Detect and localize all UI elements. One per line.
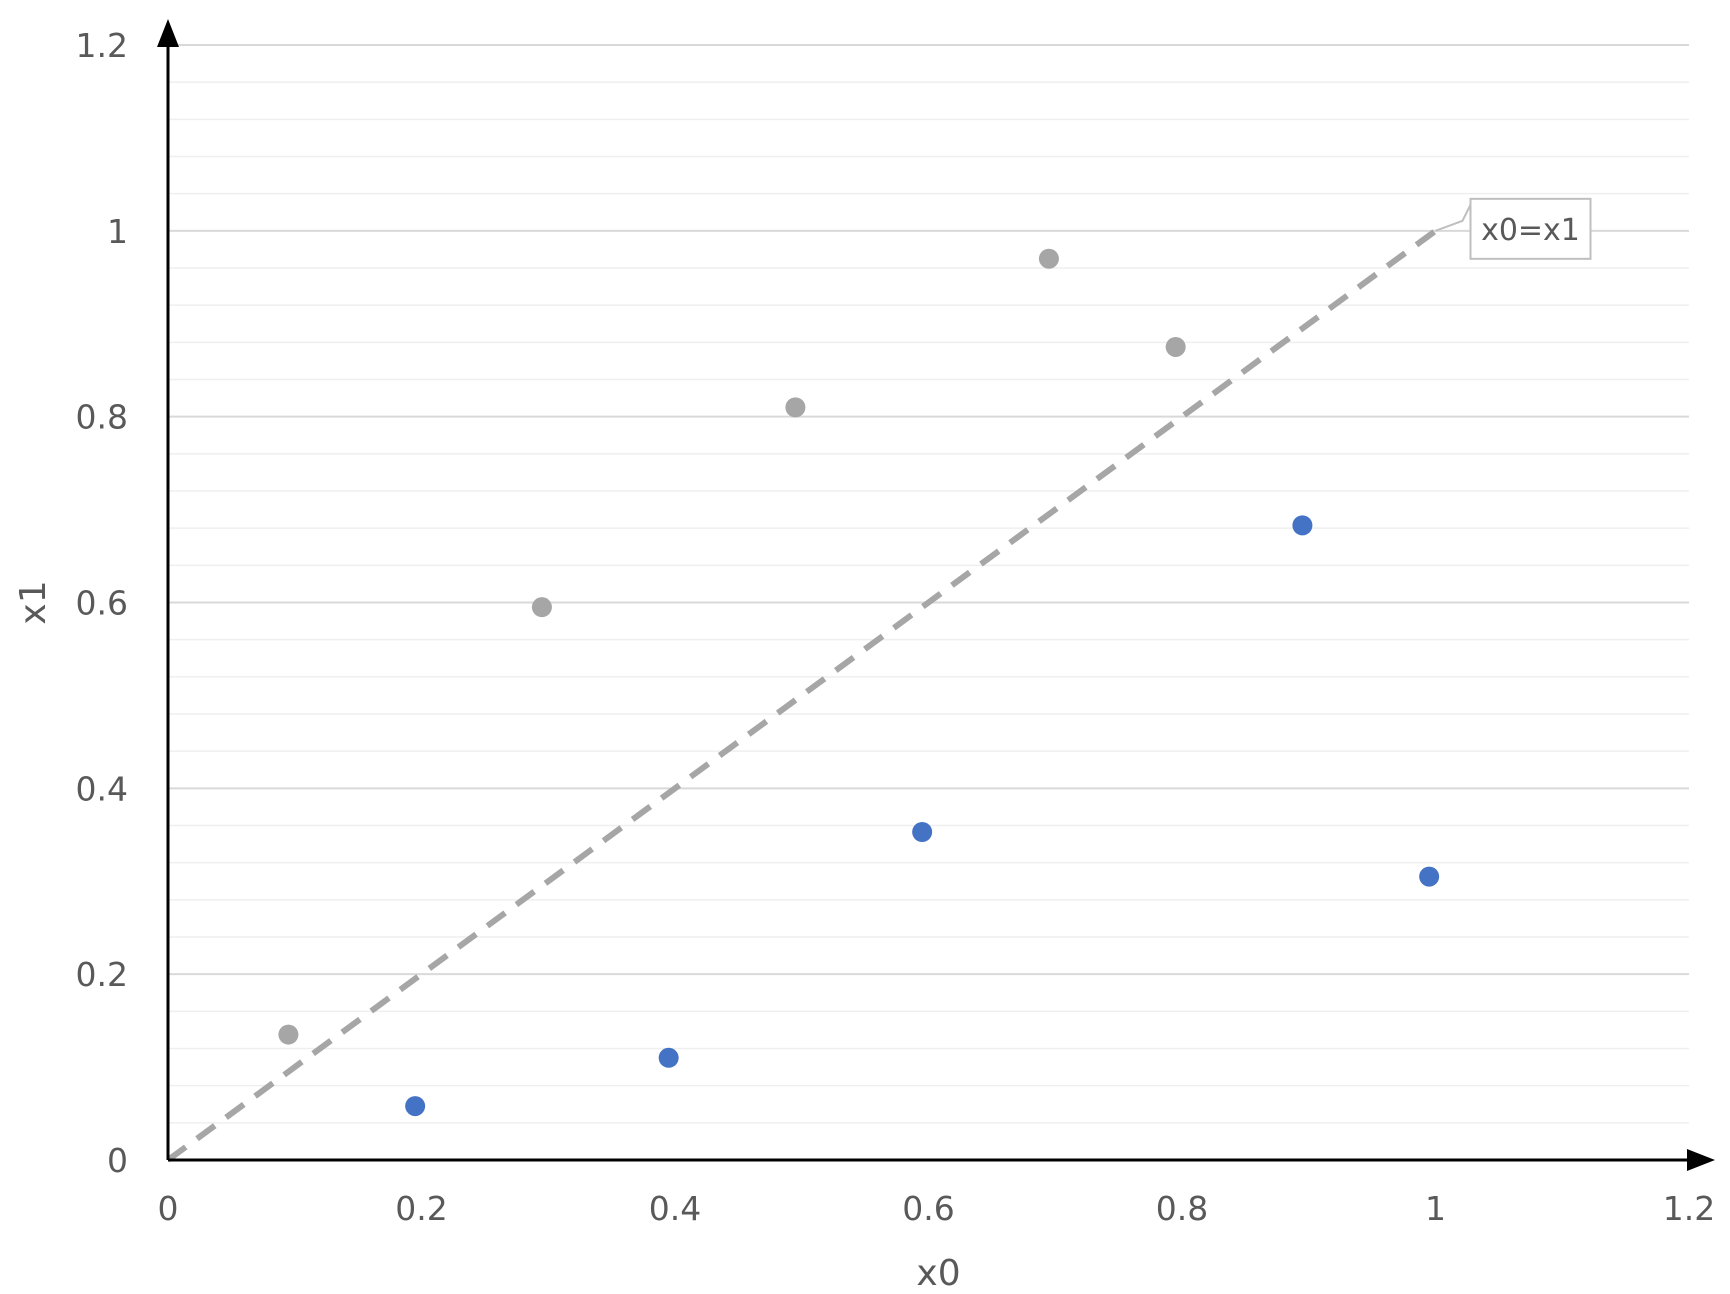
data-points	[278, 248, 1440, 1117]
y-tick-label: 0	[107, 1141, 128, 1180]
x-tick-label: 0	[158, 1189, 179, 1228]
annotation-box	[1469, 197, 1592, 260]
y-axis-title: x1	[13, 580, 54, 624]
gray-data-point	[531, 597, 552, 618]
annotation-leader-line	[1435, 204, 1472, 232]
y-axis-arrow-icon	[157, 19, 179, 47]
y-tick-label: 1	[107, 212, 128, 251]
gray-data-point	[278, 1024, 299, 1045]
x-tick-label: 0.6	[902, 1189, 954, 1228]
y-tick-label: 0.6	[76, 584, 128, 623]
x-tick-label: 1	[1425, 1189, 1446, 1228]
y-tick-label: 1.2	[76, 26, 128, 65]
reference-line-group: x0=x1	[166, 197, 1592, 1163]
x-tick-label: 0.8	[1156, 1189, 1208, 1228]
y-tick-label: 0.8	[76, 398, 128, 437]
x-axis-arrow-icon	[1687, 1149, 1715, 1171]
blue-data-point	[1419, 866, 1440, 887]
minor-grid	[168, 81, 1689, 1124]
gray-data-point	[1165, 336, 1186, 357]
blue-data-point	[912, 822, 933, 843]
annotation-label: x0=x1	[1481, 213, 1580, 248]
x-axis-title: x0	[916, 1253, 960, 1294]
axes	[157, 19, 1715, 1171]
x-tick-label: 0.2	[395, 1189, 447, 1228]
y-tick-label: 0.2	[76, 955, 128, 994]
x-tick-labels: 0 0.2 0.4 0.6 0.8 1 1.2	[158, 1189, 1716, 1228]
x-tick-label: 1.2	[1663, 1189, 1715, 1228]
gray-data-point	[1038, 248, 1059, 269]
y-tick-labels: 0 0.2 0.4 0.6 0.8 1 1.2	[76, 26, 128, 1180]
gray-data-point	[785, 397, 806, 418]
y-tick-label: 0.4	[76, 769, 128, 808]
reference-line	[166, 228, 1438, 1163]
blue-data-point	[405, 1096, 426, 1117]
blue-data-point	[658, 1047, 679, 1068]
blue-data-point	[1292, 515, 1313, 536]
x-tick-label: 0.4	[649, 1189, 701, 1228]
